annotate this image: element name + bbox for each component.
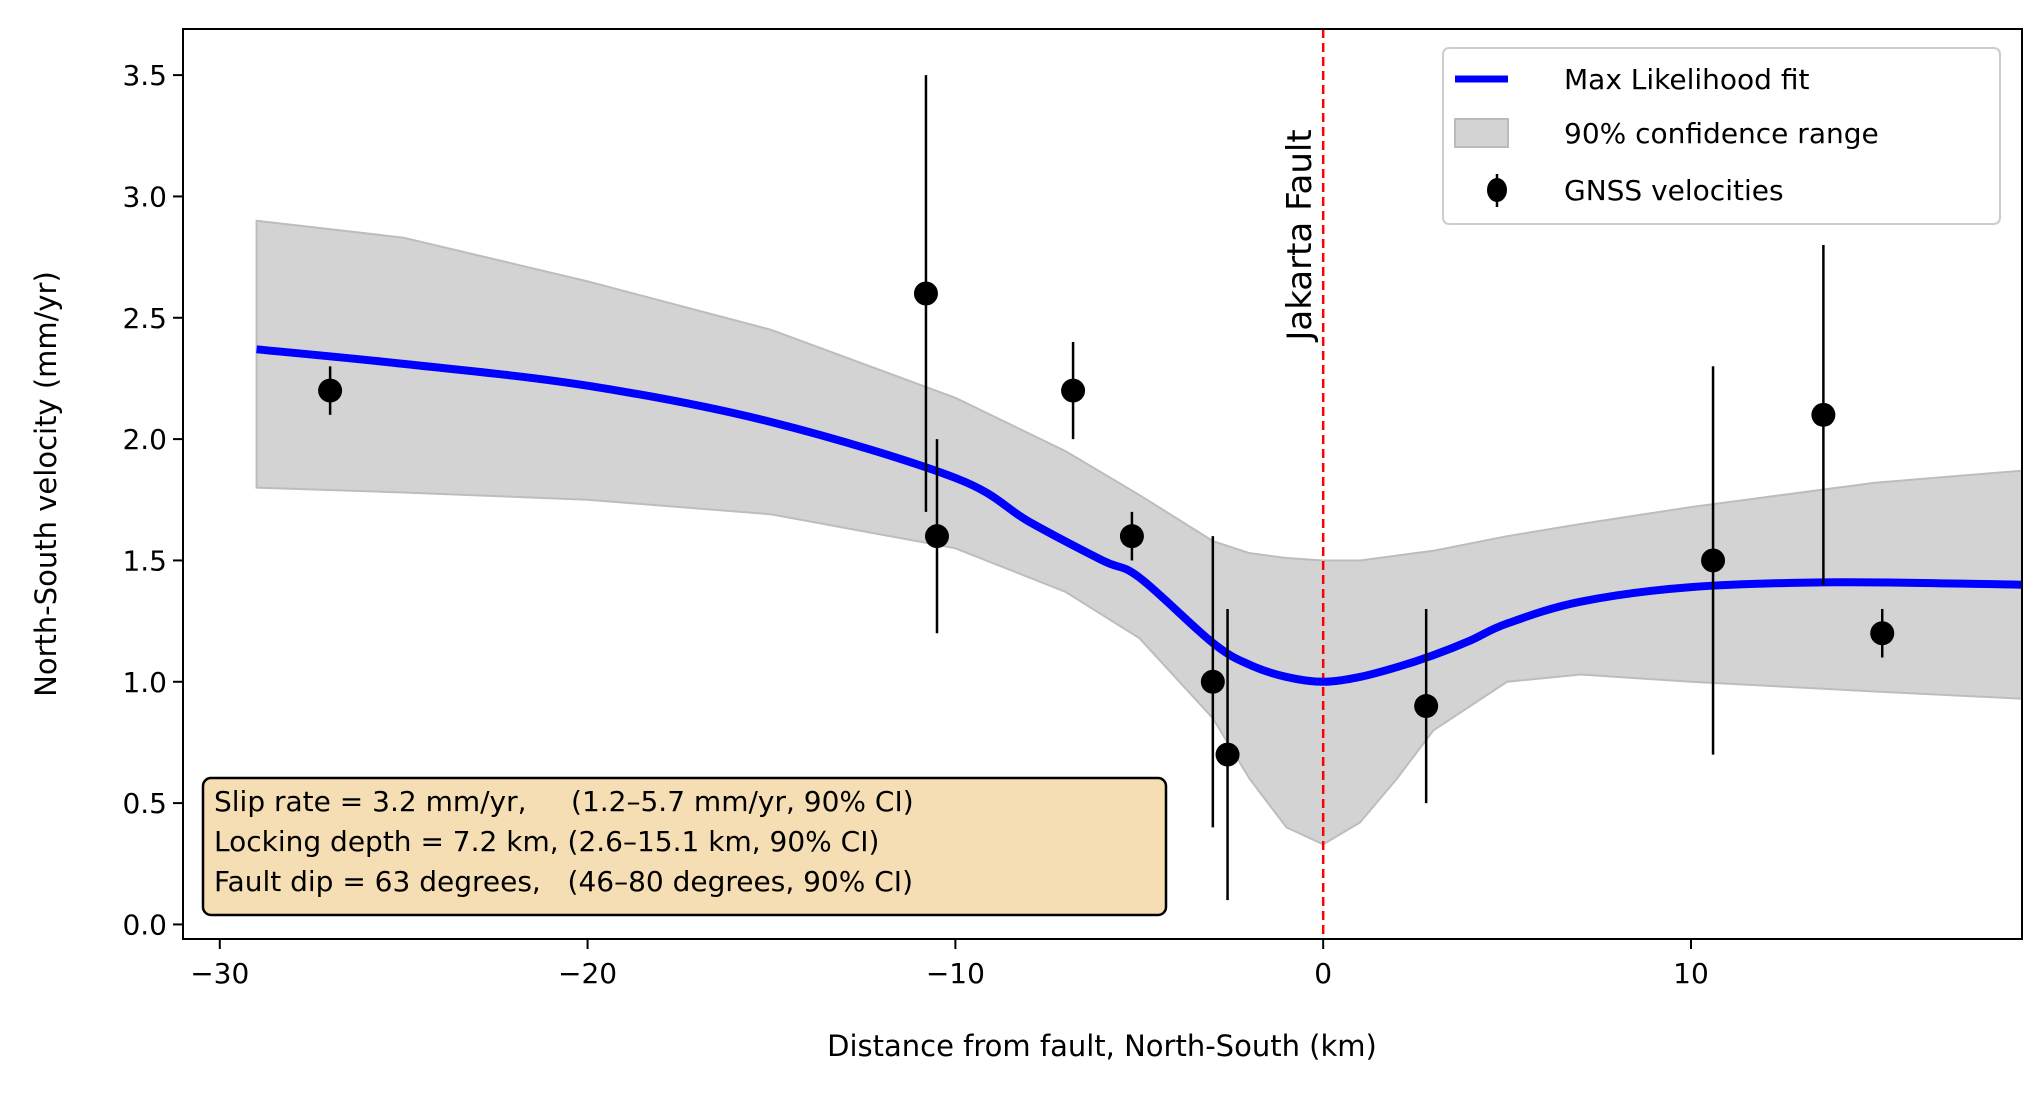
x-tick-label: 0 bbox=[1314, 957, 1332, 990]
legend: Max Likelihood fit 90% confidence range … bbox=[1442, 47, 2001, 225]
x-tick-label: −10 bbox=[926, 957, 985, 990]
y-axis-label: North-South velocity (mm/yr) bbox=[29, 271, 63, 697]
x-ticks: −30 −20 −10 0 10 bbox=[190, 939, 1709, 990]
x-tick-label: 10 bbox=[1673, 957, 1709, 990]
fit-line-layer bbox=[256, 345, 2023, 686]
axes-frame bbox=[182, 28, 2023, 940]
legend-band-swatch bbox=[1454, 118, 1509, 148]
x-axis-label: Distance from fault, North-South (km) bbox=[827, 1029, 1377, 1063]
x-tick-label: −30 bbox=[190, 957, 249, 990]
y-tick-label: 1.0 bbox=[122, 666, 167, 699]
legend-points-label: GNSS velocities bbox=[1564, 174, 1784, 207]
data-point bbox=[913, 281, 938, 306]
y-tick-label: 1.5 bbox=[122, 544, 167, 577]
data-point bbox=[1061, 378, 1086, 403]
annotation-fault-dip: Fault dip = 63 degrees, (46–80 degrees, … bbox=[214, 865, 913, 898]
data-point bbox=[1119, 524, 1144, 549]
data-point bbox=[1701, 548, 1726, 573]
data-point bbox=[1811, 402, 1836, 427]
data-point bbox=[924, 524, 949, 549]
annotation-box: Slip rate = 3.2 mm/yr, (1.2–5.7 mm/yr, 9… bbox=[201, 776, 1168, 917]
legend-band-label: 90% confidence range bbox=[1564, 117, 1879, 150]
data-point bbox=[1200, 669, 1225, 694]
data-point bbox=[1414, 694, 1439, 719]
y-tick-label: 0.5 bbox=[122, 787, 167, 820]
x-tick-label: −20 bbox=[558, 957, 617, 990]
data-point bbox=[1870, 621, 1895, 646]
legend-points-marker bbox=[1487, 178, 1507, 202]
y-tick-label: 3.5 bbox=[122, 59, 167, 92]
y-tick-label: 3.0 bbox=[122, 180, 167, 213]
legend-fit-label: Max Likelihood fit bbox=[1564, 63, 1809, 96]
annotation-slip-rate: Slip rate = 3.2 mm/yr, (1.2–5.7 mm/yr, 9… bbox=[214, 785, 914, 818]
fault-label: Jakarta Fault bbox=[1280, 129, 1320, 342]
annotation-locking-depth: Locking depth = 7.2 km, (2.6–15.1 km, 90… bbox=[214, 825, 879, 858]
points-layer bbox=[318, 75, 1895, 901]
y-tick-label: 0.0 bbox=[122, 908, 167, 941]
data-point bbox=[1215, 742, 1240, 767]
y-tick-label: 2.5 bbox=[122, 302, 167, 335]
fit-line bbox=[256, 345, 2023, 686]
y-ticks: 0.0 0.5 1.0 1.5 2.0 2.5 3.0 3.5 bbox=[122, 59, 183, 941]
y-tick-label: 2.0 bbox=[122, 423, 167, 456]
data-point bbox=[318, 378, 343, 403]
